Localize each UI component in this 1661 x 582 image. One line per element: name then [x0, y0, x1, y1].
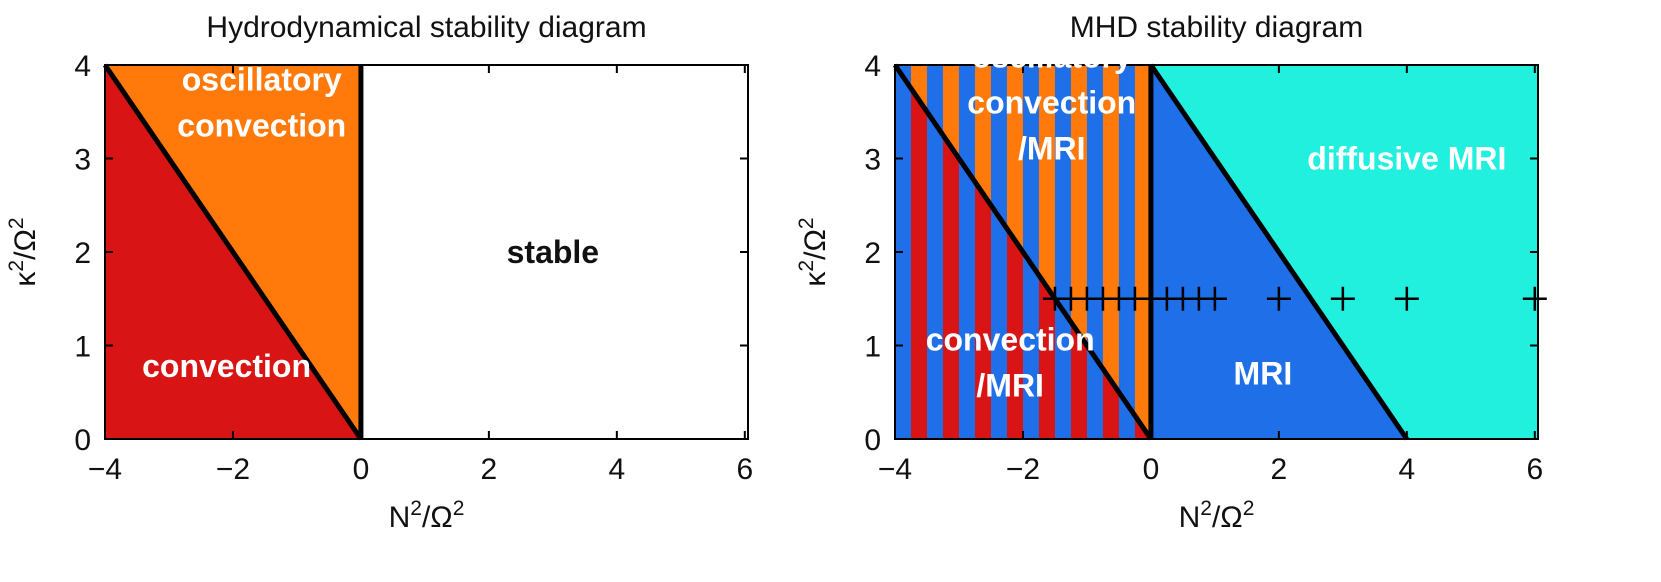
x-tick-label: 2 — [1271, 453, 1288, 486]
stripe — [910, 65, 928, 439]
y-tick-label: 4 — [864, 50, 881, 83]
region-label: MRI — [1234, 356, 1293, 392]
x-tick-label: 6 — [736, 453, 753, 486]
y-tick-label: 3 — [864, 144, 881, 177]
boundary-line — [892, 63, 1153, 441]
x-tick-label: −4 — [88, 453, 122, 486]
x-tick-label: 0 — [1143, 453, 1160, 486]
x-tick-label: 4 — [1398, 453, 1415, 486]
stripe — [1086, 65, 1104, 439]
boundary-line — [1148, 63, 1409, 441]
region-label: oscillatory convection — [177, 61, 346, 143]
panel-1: −4 −2 0 2 4 6 0 1 2 3 4 Hydrodynamical stability di… — [5, 11, 753, 534]
chart-title: MHD stability diagram — [1070, 11, 1363, 44]
panel-2: −4 −2 0 2 4 6 0 1 2 3 4 MHD stability diagram N2/Ω2 κ… — [795, 11, 1547, 534]
y-tick-label: 0 — [864, 424, 881, 457]
boundary-line — [102, 63, 363, 441]
stripe — [1102, 65, 1120, 439]
marker-series — [1042, 286, 1547, 311]
stripe — [1134, 65, 1151, 439]
y-tick-label: 4 — [74, 50, 91, 83]
x-axis-label: N2/Ω2 — [1179, 497, 1255, 534]
region-label: convection/MRI — [926, 321, 1095, 403]
region-fill-diffusive-mri — [1150, 65, 1538, 439]
x-tick-label: 0 — [353, 453, 370, 486]
y-tick-label: 3 — [74, 144, 91, 177]
chart-title: Hydrodynamical stability diagram — [206, 11, 646, 44]
y-tick-label: 2 — [74, 237, 91, 270]
x-tick-label: 6 — [1526, 453, 1543, 486]
y-axis-label: κ2/Ω2 — [795, 217, 832, 286]
region-fill-stable — [360, 65, 748, 439]
x-tick-label: 2 — [481, 453, 498, 486]
y-tick-label: 2 — [864, 237, 881, 270]
stripe — [926, 65, 944, 439]
x-tick-label: −2 — [1006, 453, 1040, 486]
x-axis-label: N2/Ω2 — [389, 497, 465, 534]
region-label: stable — [507, 234, 599, 270]
y-tick-label: 1 — [864, 331, 881, 364]
x-tick-label: 4 — [608, 453, 625, 486]
y-tick-label: 1 — [74, 331, 91, 364]
region-label: convection — [142, 348, 311, 384]
stripe — [942, 65, 960, 439]
x-tick-label: −4 — [878, 453, 912, 486]
x-tick-label: −2 — [216, 453, 250, 486]
region-label: oscillatory convection/MRI — [967, 38, 1136, 166]
region-label: diffusive MRI — [1307, 141, 1506, 177]
y-axis-label: κ2/Ω2 — [5, 217, 42, 286]
stripe — [1118, 65, 1136, 439]
y-tick-label: 0 — [74, 424, 91, 457]
